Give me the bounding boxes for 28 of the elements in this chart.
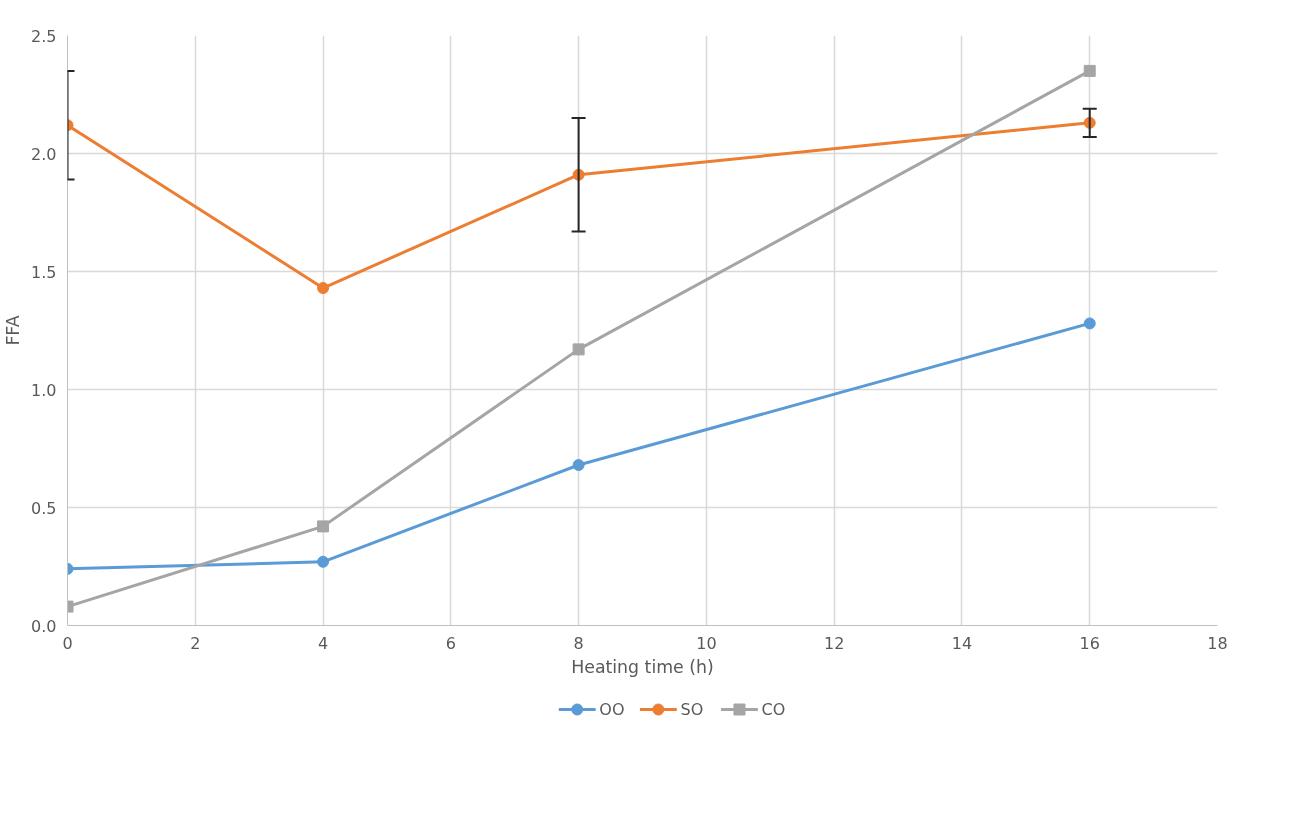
point [317,520,330,533]
point [317,555,330,568]
legend-label: OO [599,700,625,719]
point [572,343,585,356]
x-tick-label: 0 [62,633,73,653]
y-tick-label: 1.5 [31,262,57,282]
y-tick-label: 2.0 [31,144,57,164]
y-tick-label: 0.0 [31,616,57,636]
x-tick-label: 10 [696,633,717,653]
x-axis-title: Heating time (h) [571,656,714,677]
point [1083,317,1096,330]
y-tick-label: 2.5 [31,26,57,46]
point [317,282,330,295]
legend-label: SO [680,700,704,719]
point [572,459,585,472]
y-tick-label: 0.5 [31,498,57,518]
x-tick-label: 12 [823,633,845,653]
x-tick-label: 2 [190,633,201,653]
x-tick-label: 6 [445,633,456,653]
legend-label: CO [761,700,786,719]
x-tick-label: 18 [1207,633,1228,653]
y-tick-label: 1.0 [31,380,57,400]
x-tick-label: 16 [1079,633,1100,653]
x-tick-label: 4 [317,633,329,653]
x-tick-label: 14 [951,633,973,653]
x-tick-label: 8 [573,633,584,653]
point [1083,64,1096,77]
y-axis-title: FFA [3,315,24,346]
